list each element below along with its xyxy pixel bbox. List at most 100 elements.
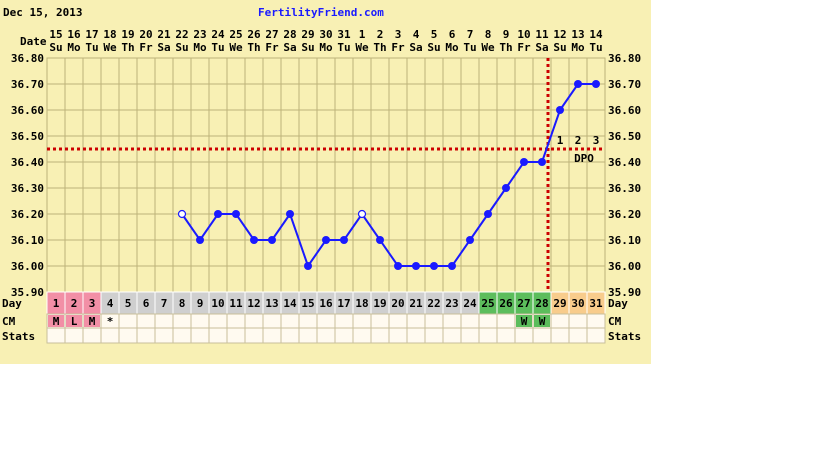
stats-cell (586, 327, 606, 344)
dpo-caption: DPO (574, 152, 594, 165)
cm-highlight (516, 315, 532, 327)
stats-cell (262, 327, 282, 344)
weekday-label: We (229, 41, 243, 54)
stats-cell (46, 327, 66, 344)
y-tick-left: 36.00 (11, 260, 44, 273)
day-number: 27 (517, 297, 530, 310)
cm-highlight (84, 315, 100, 327)
date-row-label-left: Date (20, 35, 47, 48)
date-label: 1 (359, 28, 366, 41)
cm-highlight (48, 315, 64, 327)
date-label: 25 (229, 28, 242, 41)
temperature-point (268, 236, 276, 244)
weekday-label: Mo (193, 41, 207, 54)
day-number: 11 (229, 297, 243, 310)
date-label: 5 (431, 28, 438, 41)
cm-cell (334, 313, 354, 329)
day-number: 23 (445, 297, 458, 310)
weekday-label: Su (301, 41, 314, 54)
day-number: 5 (125, 297, 132, 310)
date-label: 29 (301, 28, 314, 41)
stats-cell (190, 327, 210, 344)
stats-cell (208, 327, 228, 344)
temperature-point-open (357, 209, 367, 219)
date-label: 17 (85, 28, 98, 41)
cm-cell (208, 313, 228, 329)
cm-cell (118, 313, 138, 329)
weekday-label: Su (49, 41, 62, 54)
day-number: 8 (179, 297, 186, 310)
weekday-label: Th (247, 41, 260, 54)
cm-cell (154, 313, 174, 329)
day-number: 17 (337, 297, 350, 310)
temperature-point (592, 80, 600, 88)
day-number: 28 (535, 297, 548, 310)
date-label: 20 (139, 28, 152, 41)
day-number: 6 (143, 297, 150, 310)
temperature-point (448, 262, 456, 270)
dpo-label: 1 (557, 134, 564, 147)
weekday-label: Sa (409, 41, 422, 54)
y-tick-left: 36.50 (11, 130, 44, 143)
day-number: 9 (197, 297, 204, 310)
day-number: 21 (409, 297, 423, 310)
weekday-label: We (103, 41, 117, 54)
stats-cell (442, 327, 462, 344)
stats-cell (496, 327, 516, 344)
date-label: 12 (553, 28, 566, 41)
stats-cell (370, 327, 390, 344)
cm-cell (172, 313, 192, 329)
cm-row-label-right: CM (608, 315, 622, 328)
temperature-point (286, 210, 294, 218)
stats-cell (154, 327, 174, 344)
stats-cell (532, 327, 552, 344)
stats-cell (460, 327, 480, 344)
temperature-point-open (177, 209, 187, 219)
weekday-label: Mo (319, 41, 333, 54)
temperature-point (574, 80, 582, 88)
stats-cell (64, 327, 84, 344)
weekday-label: Fr (265, 41, 279, 54)
date-label: 14 (589, 28, 603, 41)
y-tick-right: 36.40 (608, 156, 641, 169)
weekday-label: We (481, 41, 495, 54)
bbt-chart: Dec 15, 2013 FertilityFriend.com Date 15 Su 1… (0, 0, 651, 364)
cm-cell (424, 313, 444, 329)
date-label: 31 (337, 28, 351, 41)
temperature-point (340, 236, 348, 244)
weekday-label: Su (175, 41, 188, 54)
weekday-label: Tu (85, 41, 98, 54)
day-row-label-right: Day (608, 297, 628, 310)
stats-cell (82, 327, 102, 344)
stats-cell (550, 327, 570, 344)
date-label: 30 (319, 28, 332, 41)
date-label: 18 (103, 28, 116, 41)
day-row-label-left: Day (2, 297, 22, 310)
date-label: 15 (49, 28, 62, 41)
weekday-label: Sa (535, 41, 548, 54)
date-label: 4 (413, 28, 420, 41)
date-label: 2 (377, 28, 384, 41)
temperature-point (250, 236, 258, 244)
date-label: 3 (395, 28, 402, 41)
y-tick-right: 36.30 (608, 182, 641, 195)
date-label: 28 (283, 28, 296, 41)
temperature-point (322, 236, 330, 244)
cm-cell (262, 313, 282, 329)
cm-value: M (53, 315, 60, 328)
temperature-point (214, 210, 222, 218)
temperature-point (304, 262, 312, 270)
date-label: 23 (193, 28, 206, 41)
stats-cell (334, 327, 354, 344)
y-tick-right: 36.00 (608, 260, 641, 273)
day-number: 2 (71, 297, 78, 310)
weekday-label: Th (373, 41, 386, 54)
temperature-point (430, 262, 438, 270)
cm-cell (316, 313, 336, 329)
date-label: 26 (247, 28, 261, 41)
cm-value: W (539, 315, 546, 328)
y-tick-left: 36.30 (11, 182, 44, 195)
date-label: 7 (467, 28, 474, 41)
stats-cell (136, 327, 156, 344)
cm-cell (550, 313, 570, 329)
